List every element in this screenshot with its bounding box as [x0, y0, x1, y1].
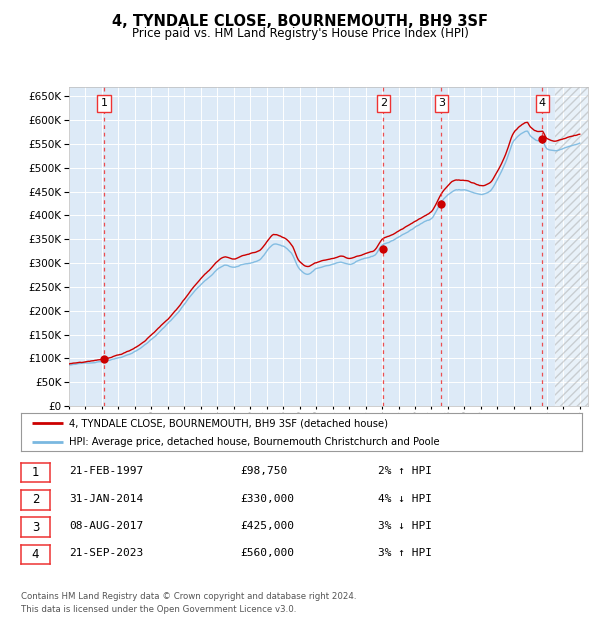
Text: 3: 3 — [32, 521, 39, 534]
Text: 4: 4 — [539, 99, 546, 108]
Text: £425,000: £425,000 — [240, 521, 294, 531]
Text: 1: 1 — [32, 466, 39, 479]
Text: 4, TYNDALE CLOSE, BOURNEMOUTH, BH9 3SF (detached house): 4, TYNDALE CLOSE, BOURNEMOUTH, BH9 3SF (… — [68, 418, 388, 428]
Text: Contains HM Land Registry data © Crown copyright and database right 2024.: Contains HM Land Registry data © Crown c… — [21, 592, 356, 601]
Text: 4: 4 — [32, 548, 39, 561]
Text: 21-SEP-2023: 21-SEP-2023 — [69, 548, 143, 558]
Text: Price paid vs. HM Land Registry's House Price Index (HPI): Price paid vs. HM Land Registry's House … — [131, 27, 469, 40]
Text: £560,000: £560,000 — [240, 548, 294, 558]
Text: £98,750: £98,750 — [240, 466, 287, 476]
Text: 2% ↑ HPI: 2% ↑ HPI — [378, 466, 432, 476]
Text: 31-JAN-2014: 31-JAN-2014 — [69, 494, 143, 503]
Text: 1: 1 — [101, 99, 107, 108]
Text: 4, TYNDALE CLOSE, BOURNEMOUTH, BH9 3SF: 4, TYNDALE CLOSE, BOURNEMOUTH, BH9 3SF — [112, 14, 488, 29]
Text: 08-AUG-2017: 08-AUG-2017 — [69, 521, 143, 531]
Text: 3: 3 — [438, 99, 445, 108]
Text: This data is licensed under the Open Government Licence v3.0.: This data is licensed under the Open Gov… — [21, 604, 296, 614]
Text: 21-FEB-1997: 21-FEB-1997 — [69, 466, 143, 476]
Text: 2: 2 — [380, 99, 387, 108]
Text: £330,000: £330,000 — [240, 494, 294, 503]
Text: 3% ↓ HPI: 3% ↓ HPI — [378, 521, 432, 531]
Text: 2: 2 — [32, 494, 39, 507]
Text: 3% ↑ HPI: 3% ↑ HPI — [378, 548, 432, 558]
Text: HPI: Average price, detached house, Bournemouth Christchurch and Poole: HPI: Average price, detached house, Bour… — [68, 436, 439, 447]
Bar — [555, 87, 588, 406]
Text: 4% ↓ HPI: 4% ↓ HPI — [378, 494, 432, 503]
